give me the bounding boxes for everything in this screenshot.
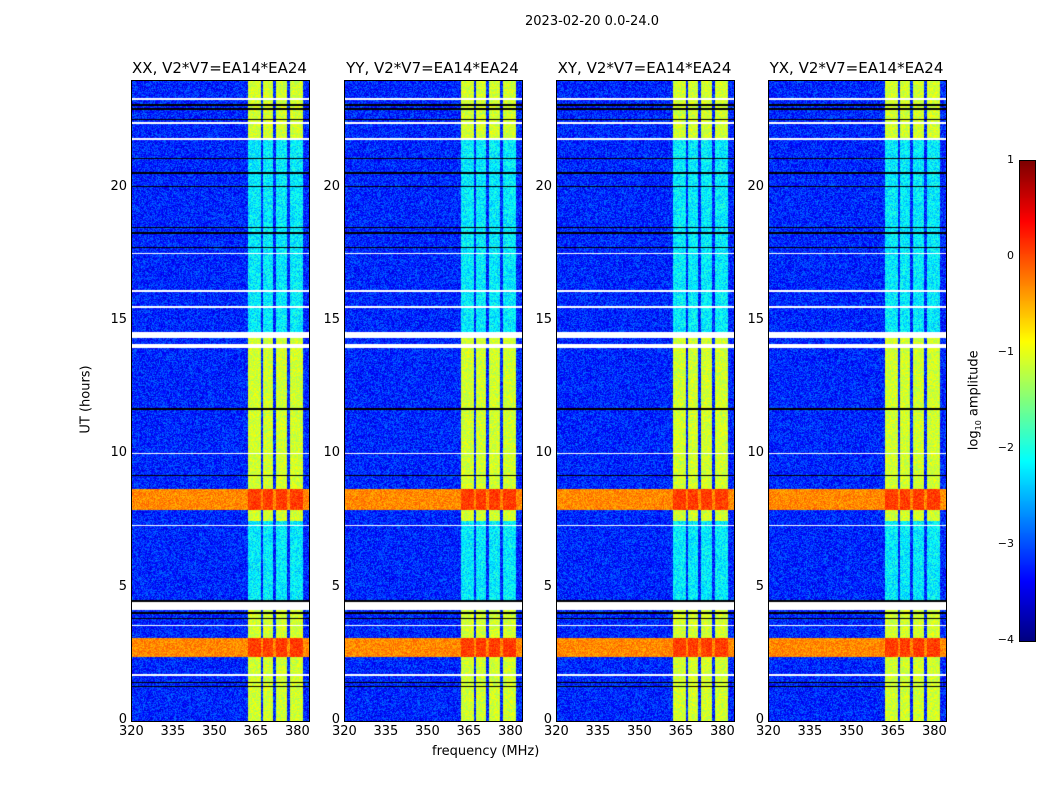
y-tick-label: 5 xyxy=(543,578,552,594)
y-tick-label: 10 xyxy=(747,445,764,461)
y-tick-label: 0 xyxy=(118,712,127,727)
x-tick-label: 335 xyxy=(373,724,399,739)
spectrogram-panel xyxy=(556,80,735,722)
x-tick-label: 365 xyxy=(668,724,694,739)
y-tick-label: 5 xyxy=(755,578,764,594)
panel-title: YY, V2*V7=EA14*EA24 xyxy=(346,59,519,77)
panel-title: XY, V2*V7=EA14*EA24 xyxy=(557,59,732,77)
x-tick-label: 380 xyxy=(709,724,735,739)
x-tick-label: 350 xyxy=(201,724,227,739)
figure-suptitle: 2023-02-20 0.0-24.0 xyxy=(525,14,659,29)
y-tick-label: 0 xyxy=(331,712,340,727)
x-tick-label: 365 xyxy=(880,724,906,739)
y-tick-label: 15 xyxy=(747,312,764,327)
y-tick-label: 10 xyxy=(535,445,552,461)
x-tick-label: 335 xyxy=(160,724,186,739)
spectrogram-panel xyxy=(344,80,523,722)
x-tick-label: 365 xyxy=(243,724,269,739)
y-tick-label: 20 xyxy=(535,178,552,194)
x-tick-label: 350 xyxy=(838,724,864,739)
x-tick-label: 320 xyxy=(544,724,569,739)
x-tick-label: 350 xyxy=(626,724,652,739)
y-tick-label: 15 xyxy=(323,312,340,327)
x-tick-label: 380 xyxy=(921,724,947,739)
colorbar-tick-label: 1 xyxy=(1007,153,1014,166)
colorbar-tick-label: 0 xyxy=(1007,249,1014,262)
y-tick-label: 15 xyxy=(535,312,552,327)
colorbar-tick-label: −2 xyxy=(997,441,1014,454)
spectrogram-panel xyxy=(131,80,310,722)
panel-title: YX, V2*V7=EA14*EA24 xyxy=(769,59,944,77)
x-tick-label: 350 xyxy=(414,724,440,739)
x-tick-label: 335 xyxy=(797,724,823,739)
x-tick-label: 380 xyxy=(497,724,523,739)
y-tick-label: 10 xyxy=(323,445,340,461)
y-tick-label: 5 xyxy=(331,578,340,594)
x-tick-label: 380 xyxy=(284,724,310,739)
panel-title: XX, V2*V7=EA14*EA24 xyxy=(132,59,307,77)
x-axis-label: frequency (MHz) xyxy=(432,744,540,759)
colorbar-tick-label: −3 xyxy=(997,537,1014,550)
y-tick-label: 20 xyxy=(323,178,340,194)
x-tick-label: 320 xyxy=(119,724,144,739)
y-axis-label: UT (hours) xyxy=(78,365,94,434)
y-tick-label: 20 xyxy=(747,178,764,194)
x-tick-label: 320 xyxy=(332,724,357,739)
x-tick-label: 320 xyxy=(756,724,781,739)
colorbar xyxy=(1019,160,1036,642)
y-tick-label: 10 xyxy=(110,445,127,461)
y-tick-label: 15 xyxy=(110,312,127,327)
y-tick-label: 5 xyxy=(118,578,127,594)
x-tick-label: 335 xyxy=(585,724,611,739)
y-tick-label: 20 xyxy=(110,178,127,194)
colorbar-tick-label: −4 xyxy=(997,633,1014,646)
x-tick-label: 365 xyxy=(456,724,482,739)
spectrogram-panel xyxy=(768,80,947,722)
colorbar-label: log10 amplitude xyxy=(966,350,984,451)
y-tick-label: 0 xyxy=(755,712,764,727)
colorbar-tick-label: −1 xyxy=(997,345,1014,358)
y-tick-label: 0 xyxy=(543,712,552,727)
